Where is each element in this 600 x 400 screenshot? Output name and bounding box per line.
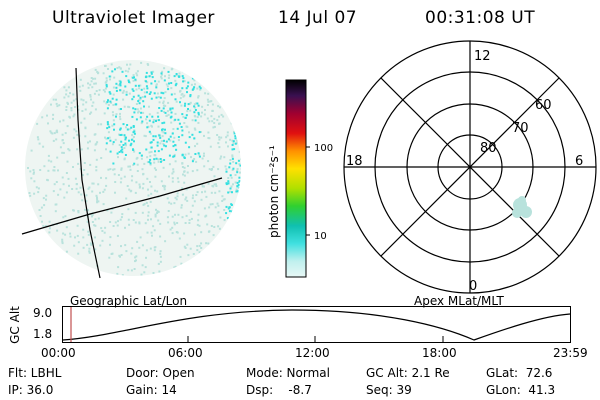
info-glat: GLat: 72.6: [486, 366, 553, 380]
mlt-label-18: 18: [346, 154, 363, 169]
info-gc-alt: GC Alt: 2.1 Re: [366, 366, 450, 380]
image-disk: [25, 60, 241, 276]
info-mode: Mode: Normal: [246, 366, 330, 380]
colorbar-tick-100: 100: [314, 143, 333, 154]
info-seq: Seq: 39: [366, 383, 412, 397]
timeline-right-label: Apex MLat/MLT: [414, 294, 504, 308]
color-scale: 100 10 photon cm⁻²s⁻¹: [267, 79, 333, 278]
info-filter: Flt: LBHL: [8, 366, 62, 380]
timeline-y-label: GC Alt: [7, 306, 22, 344]
latitude-line: [21, 177, 223, 235]
mlt-label-6: 6: [575, 154, 583, 169]
gc-altitude-curve: [62, 309, 571, 341]
colorbar-tick-10: 10: [314, 231, 327, 242]
info-glon: GLon: 41.3: [486, 383, 556, 397]
lat-label-60: 60: [535, 98, 552, 113]
colorbar-unit-label: photon cm⁻²s⁻¹: [267, 145, 281, 238]
timeline-left-label: Geographic Lat/Lon: [70, 294, 188, 308]
emission-speckle: [27, 61, 241, 276]
polar-plot: 12 18 6 0 60 70 80: [343, 40, 597, 294]
timeline-frame: [62, 306, 571, 343]
info-dsp: Dsp: -8.7: [246, 383, 312, 397]
timeline-y-tick-min: 1.8: [33, 327, 53, 341]
longitude-line: [75, 67, 101, 279]
timeline-y-tick-max: 9.0: [33, 306, 53, 320]
x-tick-1200: 12:00: [295, 346, 330, 360]
time-label: 00:31:08 UT: [425, 8, 536, 28]
info-ip: IP: 36.0: [8, 383, 54, 397]
mlt-label-12: 12: [474, 49, 491, 64]
info-door: Door: Open: [126, 366, 195, 380]
info-gain: Gain: 14: [126, 383, 177, 397]
polar-diagonal-b: [380, 77, 560, 257]
mlt-label-0: 0: [469, 279, 477, 294]
color-bar: [285, 79, 307, 278]
altitude-timeline: [62, 306, 571, 343]
app-title: Ultraviolet Imager: [52, 8, 215, 28]
lat-label-70: 70: [512, 121, 529, 136]
date-label: 14 Jul 07: [278, 8, 358, 28]
x-tick-2359: 23:59: [553, 346, 588, 360]
lat-label-80: 80: [480, 141, 497, 156]
x-tick-0600: 06:00: [168, 346, 203, 360]
x-tick-1800: 18:00: [422, 346, 457, 360]
polar-emission-patch: [512, 196, 532, 218]
x-tick-0000: 00:00: [41, 346, 76, 360]
geographic-image: [21, 60, 241, 279]
